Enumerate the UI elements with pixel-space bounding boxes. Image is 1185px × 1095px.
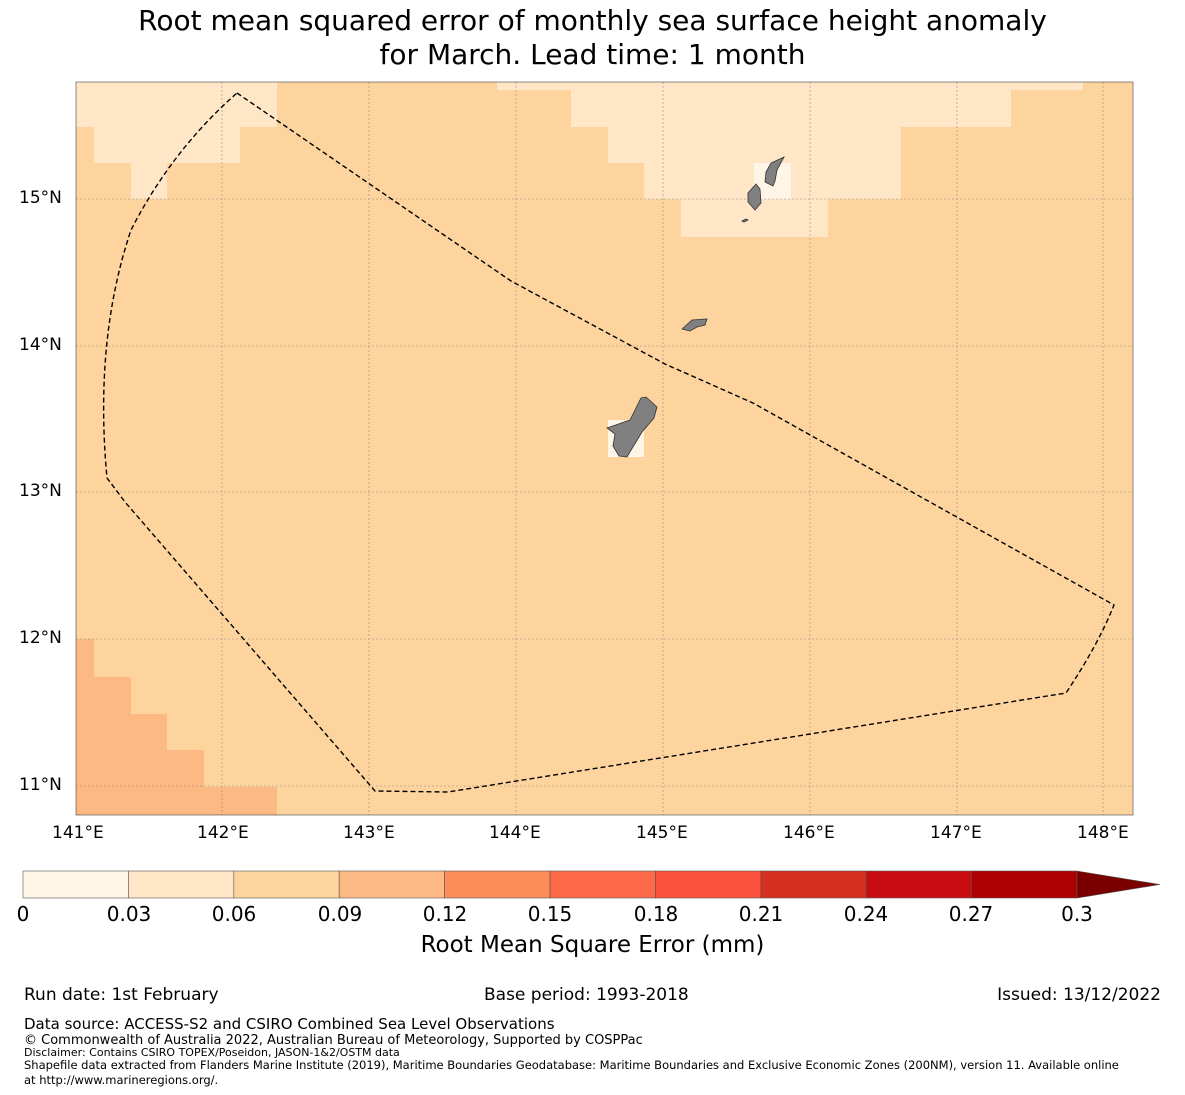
colorbar-swatch — [233, 870, 340, 899]
colorbar-tick-label: 0.21 — [738, 902, 784, 926]
guam-island — [606, 396, 658, 458]
colorbar-swatch — [22, 870, 129, 899]
colorbar-label: Root Mean Square Error (mm) — [420, 932, 765, 958]
colorbar-swatch — [865, 870, 972, 899]
disclaimer: Disclaimer: Contains CSIRO TOPEX/Poseido… — [24, 1046, 400, 1059]
map-plot-area — [75, 81, 1134, 816]
land-masses — [606, 156, 785, 458]
rmse-field-base — [76, 82, 1133, 815]
colorbar-tick-label: 0.15 — [527, 902, 573, 926]
data-source: Data source: ACCESS-S2 and CSIRO Combine… — [24, 1015, 555, 1033]
x-tick-label: 142°E — [197, 823, 249, 843]
eez-boundary — [102, 92, 1115, 793]
title-line-2: for March. Lead time: 1 month — [379, 38, 806, 71]
colorbar-tick-label: 0.18 — [633, 902, 679, 926]
chart-title: Root mean squared error of monthly sea s… — [0, 4, 1185, 72]
colorbar-tick-label: 0 — [16, 902, 30, 926]
colorbar-tick-label: 0.06 — [211, 902, 257, 926]
y-tick-label: 15°N — [19, 188, 62, 208]
gridlines — [76, 82, 1133, 815]
issued-date: Issued: 13/12/2022 — [997, 985, 1161, 1005]
colorbar-tick-label: 0.03 — [106, 902, 152, 926]
x-tick-label: 145°E — [636, 823, 688, 843]
colorbar-swatch — [549, 870, 656, 899]
colorbar-tick-label: 0.12 — [422, 902, 468, 926]
title-line-1: Root mean squared error of monthly sea s… — [138, 4, 1047, 37]
shapefile-credit-url: at http://www.marineregions.org/. — [24, 1073, 219, 1087]
x-tick-label: 144°E — [489, 823, 541, 843]
colorbar-extend-arrow — [1076, 870, 1161, 899]
x-tick-label: 141°E — [52, 823, 104, 843]
colorbar-tick-label: 0.27 — [948, 902, 994, 926]
colorbar-swatch — [760, 870, 867, 899]
aguijan-islet — [741, 218, 749, 223]
colorbar-tick-label: 0.09 — [317, 902, 363, 926]
run-date: Run date: 1st February — [24, 985, 219, 1005]
rmse-high-patch — [76, 639, 277, 815]
x-tick-label: 143°E — [343, 823, 395, 843]
y-tick-label: 13°N — [19, 481, 62, 501]
y-tick-label: 14°N — [19, 335, 62, 355]
y-tick-label: 12°N — [19, 628, 62, 648]
shapefile-credit: Shapefile data extracted from Flanders M… — [24, 1058, 1119, 1072]
tinian-island — [747, 183, 762, 211]
copyright: © Commonwealth of Australia 2022, Austra… — [24, 1033, 643, 1048]
y-tick-label: 11°N — [19, 775, 62, 795]
map-frame — [75, 81, 1134, 816]
colorbar-swatch — [655, 870, 762, 899]
rota-island — [681, 318, 708, 332]
x-tick-label: 147°E — [930, 823, 982, 843]
colorbar-swatch — [338, 870, 445, 899]
colorbar-swatch — [444, 870, 551, 899]
x-tick-label: 148°E — [1077, 823, 1129, 843]
x-tick-label: 146°E — [783, 823, 835, 843]
colorbar-tick-label: 0.24 — [843, 902, 889, 926]
saipan-island — [764, 156, 785, 187]
colorbar-swatch — [128, 870, 235, 899]
colorbar-tick-label: 0.3 — [1061, 902, 1093, 926]
colorbar — [22, 870, 1161, 899]
colorbar-swatch — [971, 870, 1078, 899]
base-period: Base period: 1993-2018 — [484, 985, 689, 1005]
